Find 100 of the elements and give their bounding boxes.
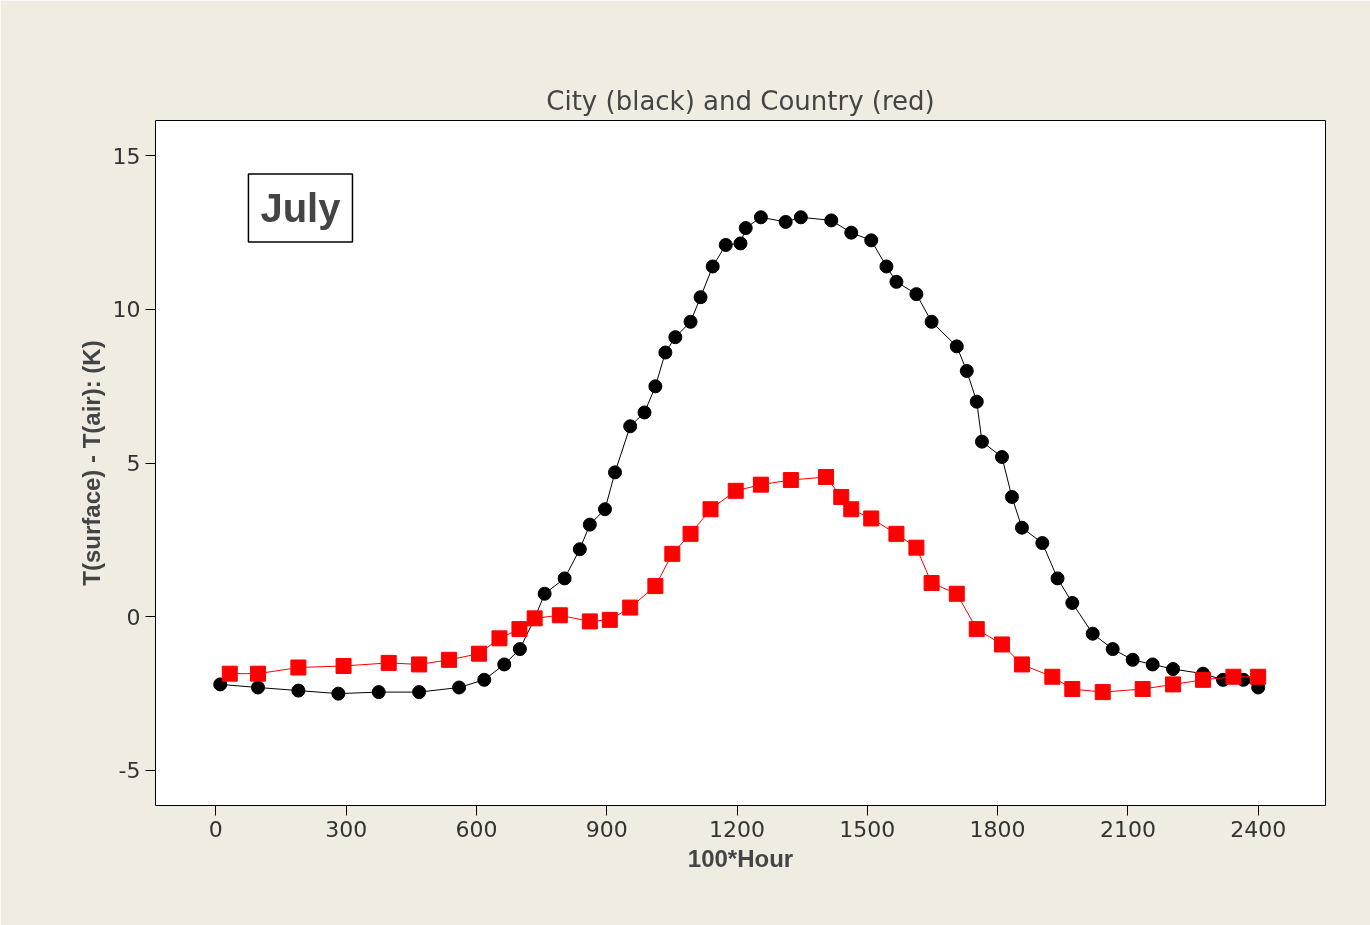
x-tick-label: 300 bbox=[325, 816, 368, 842]
point bbox=[637, 405, 652, 420]
point bbox=[581, 613, 598, 630]
point bbox=[702, 501, 719, 518]
point bbox=[537, 586, 552, 601]
point bbox=[551, 607, 568, 624]
point bbox=[658, 345, 673, 360]
chart-title: City (black) and Country (red) bbox=[546, 85, 935, 116]
point bbox=[818, 468, 835, 485]
point bbox=[924, 314, 939, 329]
point bbox=[291, 683, 306, 698]
point bbox=[843, 501, 860, 518]
x-tick-label: 1800 bbox=[969, 816, 1026, 842]
point bbox=[923, 575, 940, 592]
x-tick-label: 1200 bbox=[709, 816, 766, 842]
point bbox=[441, 651, 458, 668]
point bbox=[833, 488, 850, 505]
point bbox=[879, 259, 894, 274]
point bbox=[752, 476, 769, 493]
point bbox=[1166, 662, 1181, 677]
point bbox=[727, 482, 744, 499]
point bbox=[1134, 681, 1151, 698]
point bbox=[693, 290, 708, 305]
point bbox=[683, 314, 698, 329]
point bbox=[213, 677, 228, 692]
point bbox=[1094, 684, 1111, 701]
y-tick-label: 15 bbox=[112, 143, 141, 169]
point bbox=[1014, 520, 1029, 535]
point bbox=[412, 685, 427, 700]
x-tick-label: 900 bbox=[585, 816, 628, 842]
point bbox=[889, 274, 904, 289]
point bbox=[290, 659, 307, 676]
point bbox=[582, 517, 597, 532]
point bbox=[778, 214, 793, 229]
y-tick-label: -5 bbox=[118, 758, 141, 784]
point bbox=[249, 665, 266, 682]
annotation: July bbox=[260, 185, 342, 230]
point bbox=[601, 611, 618, 628]
point bbox=[1105, 642, 1120, 657]
point bbox=[863, 510, 880, 527]
point bbox=[1044, 668, 1061, 685]
y-tick-label: 5 bbox=[126, 451, 141, 477]
point bbox=[1004, 489, 1019, 504]
point bbox=[949, 339, 964, 354]
point bbox=[572, 542, 587, 557]
point bbox=[753, 210, 768, 225]
point bbox=[959, 363, 974, 378]
point bbox=[411, 656, 428, 673]
point bbox=[622, 599, 639, 616]
point bbox=[738, 221, 753, 236]
point bbox=[380, 654, 397, 671]
point bbox=[974, 434, 989, 449]
point bbox=[844, 225, 859, 240]
point bbox=[733, 236, 748, 251]
point bbox=[335, 657, 352, 674]
point bbox=[993, 636, 1010, 653]
point bbox=[969, 394, 984, 409]
point bbox=[491, 630, 508, 647]
x-tick-label: 2100 bbox=[1099, 816, 1156, 842]
point bbox=[607, 465, 622, 480]
point bbox=[968, 621, 985, 638]
y-tick-label: 10 bbox=[112, 297, 141, 323]
point bbox=[511, 621, 528, 638]
x-tick-label: 0 bbox=[208, 816, 223, 842]
point bbox=[1195, 671, 1212, 688]
point bbox=[1013, 656, 1030, 673]
point bbox=[557, 571, 572, 586]
point bbox=[864, 233, 879, 248]
point bbox=[221, 665, 238, 682]
point bbox=[1165, 676, 1182, 693]
point bbox=[718, 237, 733, 252]
point bbox=[647, 578, 664, 595]
point bbox=[1064, 681, 1081, 698]
point bbox=[331, 686, 346, 701]
point bbox=[598, 502, 612, 517]
point bbox=[452, 680, 467, 695]
point bbox=[1035, 536, 1050, 551]
point bbox=[1125, 652, 1140, 667]
point bbox=[1250, 668, 1267, 685]
point bbox=[250, 680, 265, 695]
point bbox=[1065, 595, 1080, 610]
point bbox=[497, 657, 512, 672]
point bbox=[1145, 657, 1160, 672]
y-axis-title: T(surface) - T(air): (K) bbox=[77, 340, 105, 586]
point bbox=[512, 642, 527, 657]
point bbox=[705, 259, 720, 274]
point bbox=[682, 525, 699, 542]
point bbox=[648, 379, 663, 394]
x-axis-title: 100*Hour bbox=[687, 844, 794, 872]
point bbox=[824, 213, 839, 228]
point bbox=[948, 585, 965, 602]
point bbox=[782, 472, 799, 489]
point bbox=[477, 672, 492, 687]
point bbox=[668, 330, 683, 345]
y-tick-label: 0 bbox=[126, 604, 141, 630]
point bbox=[908, 539, 925, 556]
point bbox=[994, 450, 1009, 464]
point bbox=[664, 545, 681, 562]
x-tick-label: 2400 bbox=[1230, 816, 1287, 842]
point bbox=[793, 210, 808, 225]
